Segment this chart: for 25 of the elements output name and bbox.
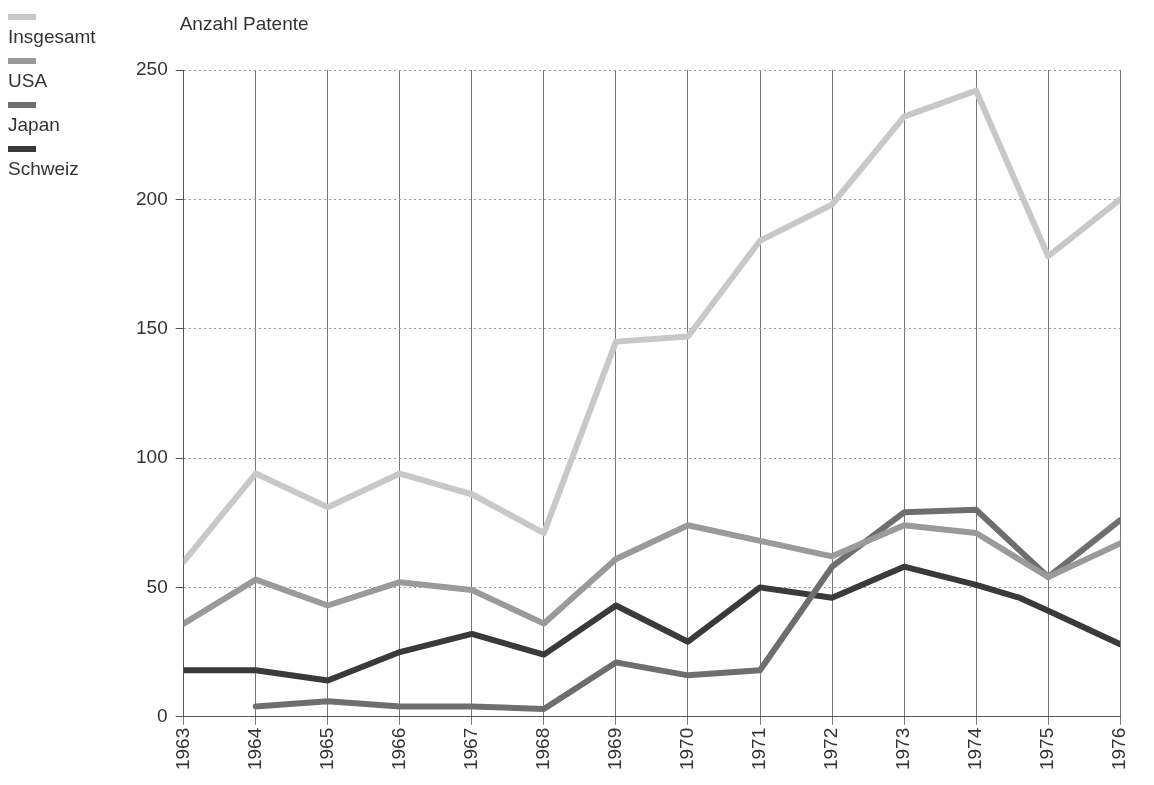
- x-tick-label: 1968: [532, 727, 554, 771]
- x-tick-label: 1972: [820, 727, 842, 771]
- x-tick-label: 1967: [460, 727, 482, 771]
- y-tick-label: 100: [136, 446, 168, 468]
- y-tick-label: 200: [136, 187, 168, 209]
- legend-label: USA: [8, 70, 49, 92]
- y-tick-label: 250: [136, 58, 168, 80]
- legend-label: Schweiz: [8, 158, 80, 180]
- legend-label: Insgesamt: [8, 26, 96, 48]
- x-tick-label: 1970: [676, 727, 698, 771]
- x-tick-label: 1975: [1036, 727, 1058, 771]
- x-tick-label: 1966: [388, 727, 410, 771]
- x-tick-label: 1974: [964, 727, 986, 771]
- y-tick-label: 50: [146, 575, 168, 597]
- x-tick-label: 1973: [892, 727, 914, 771]
- y-axis-title: Anzahl Patente: [179, 13, 309, 34]
- x-tick-label: 1971: [748, 727, 770, 771]
- x-tick-label: 1976: [1108, 727, 1130, 771]
- x-tick-label: 1963: [171, 727, 193, 771]
- x-tick-label: 1965: [316, 727, 338, 771]
- legend-label: Japan: [8, 114, 61, 136]
- x-tick-label: 1969: [604, 727, 626, 771]
- x-tick-label: 1964: [243, 727, 265, 771]
- y-tick-label: 150: [136, 316, 168, 338]
- y-tick-label: 0: [157, 704, 168, 726]
